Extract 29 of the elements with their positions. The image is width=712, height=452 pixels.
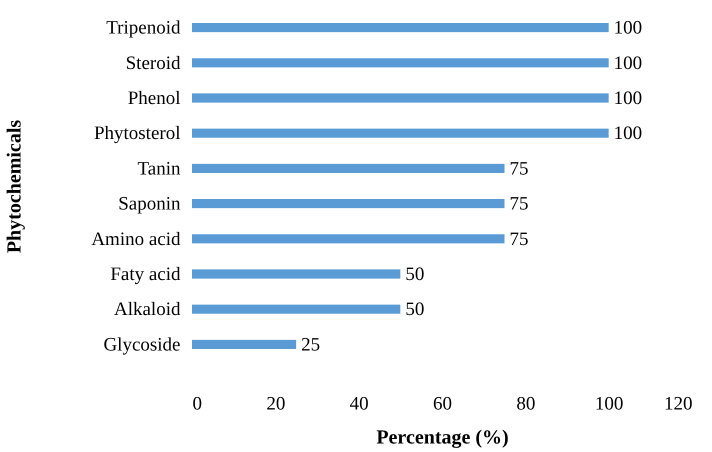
x-tick-label: 20 <box>266 394 286 414</box>
data-label: 100 <box>614 52 642 74</box>
x-tick-label: 60 <box>433 394 452 414</box>
y-tick-label: Steroid <box>126 52 181 74</box>
y-tick-label: Alkaloid <box>114 299 181 320</box>
y-tick-label: Amino acid <box>91 228 181 250</box>
x-axis-title: Percentage (%) <box>376 426 509 448</box>
data-label: 75 <box>510 228 528 250</box>
x-tick-label: 100 <box>594 394 624 414</box>
y-tick-label: Phytosterol <box>94 123 180 144</box>
y-tick-label: Phenol <box>128 88 180 109</box>
y-tick-label: Tripenoid <box>106 18 181 39</box>
y-tick-label: Glycoside <box>103 334 180 356</box>
x-tick-label: 120 <box>664 394 692 414</box>
y-tick-label: Faty acid <box>110 264 181 285</box>
x-tick-label: 0 <box>192 394 202 414</box>
x-tick-label: 40 <box>350 394 369 414</box>
data-label: 100 <box>614 123 642 144</box>
y-axis-title: Phytochemicals <box>4 120 26 254</box>
data-label: 100 <box>614 18 642 39</box>
data-label: 75 <box>510 158 528 180</box>
data-label: 50 <box>405 264 424 285</box>
data-label: 50 <box>405 299 424 320</box>
data-label: 100 <box>614 88 642 109</box>
y-tick-label: Tanin <box>138 158 181 180</box>
data-label: 75 <box>510 194 528 215</box>
y-tick-label: Saponin <box>118 194 181 215</box>
data-label: 25 <box>301 334 320 356</box>
x-tick-label: 80 <box>516 394 536 414</box>
